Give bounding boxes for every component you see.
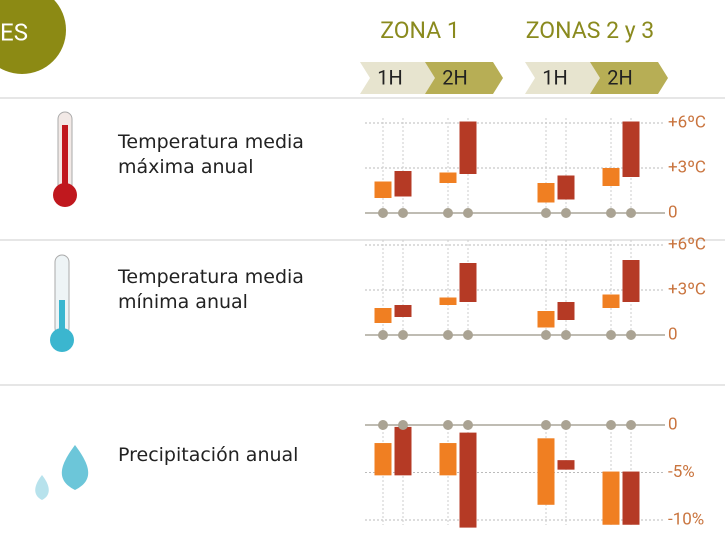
- range-bar: [394, 426, 412, 476]
- range-bar: [374, 181, 392, 198]
- range-bar: [537, 183, 555, 203]
- y-tick-label: +3ºC: [668, 157, 706, 177]
- axis-dot: [541, 208, 551, 218]
- axis-dot: [606, 208, 616, 218]
- axis-dot: [561, 330, 571, 340]
- period-label: 2H: [442, 65, 468, 89]
- thermometer-icon: [53, 111, 77, 207]
- axis-dot: [561, 208, 571, 218]
- y-tick-label: +3ºC: [668, 279, 706, 299]
- row-title: Precipitación anual: [118, 444, 299, 466]
- period-chevron: [425, 62, 503, 94]
- badge-circle: [0, 0, 66, 74]
- axis-dot: [463, 330, 473, 340]
- axis-dot: [463, 420, 473, 430]
- range-bar: [622, 121, 640, 177]
- range-bar: [439, 297, 457, 305]
- range-bar: [537, 311, 555, 328]
- range-bar: [459, 432, 477, 528]
- range-bar: [602, 168, 620, 186]
- y-tick-label: +6ºC: [668, 112, 706, 132]
- axis-dot: [378, 330, 388, 340]
- range-bar: [557, 460, 575, 470]
- period-chevron: [360, 62, 438, 94]
- zone-title: ZONAS 2 y 3: [526, 17, 654, 44]
- range-bar: [622, 471, 640, 525]
- range-bar: [557, 302, 575, 320]
- range-bar: [374, 443, 392, 476]
- range-bar: [374, 308, 392, 323]
- range-bar: [439, 172, 457, 183]
- row-title: Temperatura media mínima anual: [118, 266, 304, 313]
- y-tick-label: 0: [668, 324, 678, 344]
- axis-dot: [378, 208, 388, 218]
- axis-dot: [398, 330, 408, 340]
- drops-icon: [35, 445, 89, 500]
- y-tick-label: -5%: [668, 462, 695, 482]
- axis-dot: [561, 420, 571, 430]
- row-title: Temperatura media máxima anual: [118, 131, 304, 178]
- range-bar: [394, 305, 412, 317]
- range-bar: [602, 294, 620, 308]
- period-label: 2H: [607, 65, 633, 89]
- axis-dot: [398, 420, 408, 430]
- period-label: 1H: [542, 65, 568, 89]
- axis-dot: [626, 330, 636, 340]
- y-tick-label: -10%: [668, 509, 704, 529]
- axis-dot: [541, 330, 551, 340]
- axis-dot: [443, 208, 453, 218]
- range-bar: [459, 121, 477, 174]
- axis-dot: [626, 420, 636, 430]
- range-bar: [439, 443, 457, 476]
- y-tick-label: 0: [668, 414, 678, 434]
- y-tick-label: 0: [668, 202, 678, 222]
- range-bar: [459, 263, 477, 302]
- zone-title: ZONA 1: [380, 17, 460, 44]
- axis-dot: [626, 208, 636, 218]
- range-bar: [622, 260, 640, 302]
- axis-dot: [606, 420, 616, 430]
- period-chevron: [525, 62, 603, 94]
- period-chevron: [590, 62, 668, 94]
- period-label: 1H: [377, 65, 403, 89]
- axis-dot: [398, 208, 408, 218]
- range-bar: [537, 438, 555, 505]
- range-bar: [602, 471, 620, 525]
- badge: ES: [0, 18, 28, 46]
- axis-dot: [378, 420, 388, 430]
- axis-dot: [541, 420, 551, 430]
- axis-dot: [443, 330, 453, 340]
- axis-dot: [606, 330, 616, 340]
- range-bar: [394, 171, 412, 197]
- axis-dot: [463, 208, 473, 218]
- thermometer-icon: [50, 254, 74, 352]
- axis-dot: [443, 420, 453, 430]
- range-bar: [557, 175, 575, 200]
- y-tick-label: +6ºC: [668, 234, 706, 254]
